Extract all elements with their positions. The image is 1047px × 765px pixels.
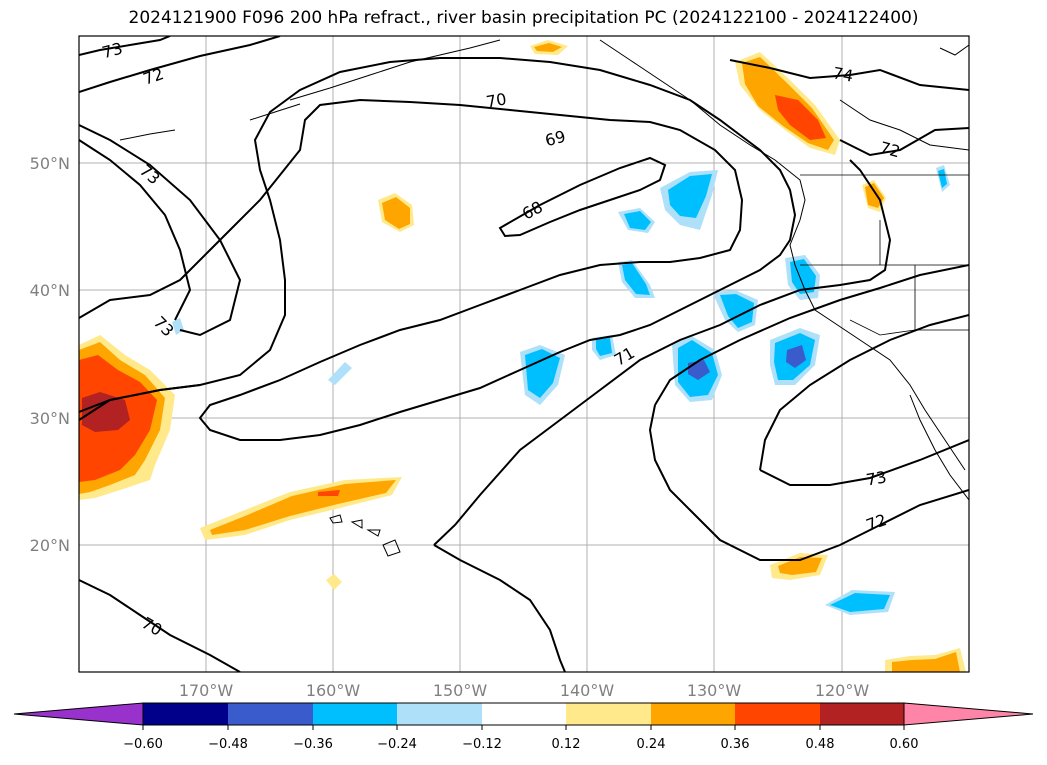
colorbar-tick-label: −0.24: [377, 737, 417, 752]
colorbar-tick-label: 0.48: [806, 737, 835, 752]
coastlines: [119, 39, 969, 501]
colorbar-segment: [482, 703, 566, 725]
lon-label: 150°W: [433, 681, 488, 700]
colorbar-extend-left: [13, 702, 144, 726]
colorbar-segment: [228, 703, 313, 725]
contour-label: 74: [831, 63, 854, 85]
longitude-labels: 170°W 160°W 150°W 140°W 130°W 120°W: [179, 681, 870, 700]
lon-label: 160°W: [306, 681, 361, 700]
colorbar-segment: [820, 703, 904, 725]
lat-label: 50°N: [30, 154, 70, 173]
colorbar-tick-label: −0.60: [123, 737, 163, 752]
lat-label: 20°N: [30, 536, 70, 555]
colorbar-tick-label: −0.12: [462, 737, 502, 752]
colorbar-segment: [735, 703, 820, 725]
map-frame: [78, 35, 970, 673]
refractivity-contours: [79, 36, 969, 672]
lon-label: 120°W: [815, 681, 870, 700]
lat-label: 40°N: [30, 281, 70, 300]
colorbar-segment: [651, 703, 735, 725]
hawaii-islands: [329, 514, 401, 557]
colorbar-tick-label: −0.48: [208, 737, 248, 752]
colorbar-segment: [143, 703, 228, 725]
colorbar-tick-label: 0.60: [890, 737, 919, 752]
country-borders: [800, 174, 969, 336]
colorbar-segment: [566, 703, 651, 725]
contour-label: 69: [543, 127, 568, 151]
gridlines: [79, 36, 969, 672]
contour-label: 73: [100, 39, 125, 63]
colorbar-segment: [313, 703, 397, 725]
map-title: 2024121900 F096 200 hPa refract., river …: [128, 8, 919, 28]
contour-label: 73: [865, 467, 888, 489]
lon-label: 170°W: [179, 681, 234, 700]
colorbar-tick-label: 0.24: [637, 737, 666, 752]
lon-label: 140°W: [560, 681, 615, 700]
contour-label: 70: [485, 89, 508, 111]
colorbar-segment: [397, 703, 482, 725]
lat-label: 30°N: [30, 409, 70, 428]
colorbar-extend-right: [903, 702, 1034, 726]
colorbar-outline: [142, 702, 905, 726]
lon-label: 130°W: [687, 681, 742, 700]
colorbar: −0.60 −0.48 −0.36 −0.24 −0.12 0.12 0.24 …: [13, 702, 1034, 752]
colorbar-tick-label: 0.12: [552, 737, 581, 752]
colorbar-tick-label: 0.36: [721, 737, 750, 752]
contour-label: 72: [878, 138, 903, 162]
colorbar-tick-label: −0.36: [293, 737, 333, 752]
negative-anomaly-patches: [172, 165, 950, 615]
latitude-labels: 50°N 40°N 30°N 20°N: [30, 154, 70, 555]
positive-anomaly-patches: [79, 40, 966, 672]
